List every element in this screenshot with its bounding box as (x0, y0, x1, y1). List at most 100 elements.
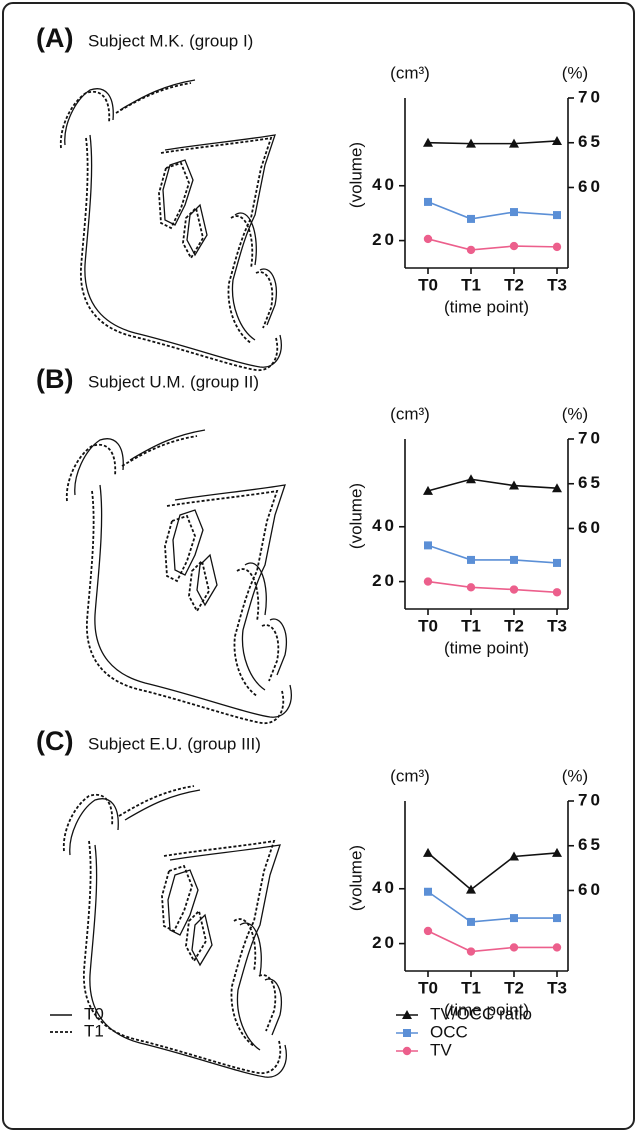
marker (467, 555, 475, 564)
x-tick-label: T1 (461, 616, 481, 635)
series-line (427, 478, 558, 492)
marker (466, 583, 476, 592)
marker (552, 943, 562, 952)
y-tick-label: 20 (372, 933, 397, 952)
series-line (427, 580, 558, 594)
marker (552, 847, 562, 857)
x-tick-label: T0 (418, 978, 438, 997)
panel-label: (C) (36, 726, 73, 756)
y-label: (volume) (346, 142, 365, 208)
x-tick-label: T1 (461, 978, 481, 997)
x-tick-label: T2 (504, 616, 524, 635)
y2-tick-label: 65 (578, 473, 603, 492)
series-line (427, 238, 558, 251)
y-unit: (cm³) (390, 63, 430, 82)
marker (467, 214, 475, 223)
series-line (427, 544, 558, 564)
marker (509, 480, 519, 490)
panel-title: Subject U.M. (group II) (88, 372, 259, 391)
marker (423, 847, 433, 857)
marker (424, 541, 432, 550)
series-line (427, 930, 557, 953)
marker (466, 138, 476, 148)
x-label: (time point) (444, 638, 529, 657)
marker (552, 483, 562, 493)
y2-tick-label: 65 (578, 132, 603, 151)
y2-unit: (%) (562, 766, 588, 785)
marker (466, 245, 476, 255)
y-label: (volume) (346, 845, 365, 911)
y-tick-label: 40 (372, 516, 397, 535)
panel-label: (B) (36, 364, 73, 394)
marker (552, 588, 562, 597)
y2-tick-label: 70 (578, 87, 603, 106)
panel-title: Subject E.U. (group III) (88, 734, 261, 753)
x-tick-label: T0 (418, 616, 438, 635)
y2-tick-label: 60 (578, 177, 603, 196)
panel-title: Subject M.K. (group I) (88, 31, 253, 50)
series-line (427, 201, 558, 220)
marker (466, 884, 476, 894)
y2-tick-label: 70 (578, 790, 603, 809)
legend-marker (403, 1029, 411, 1037)
y-label: (volume) (346, 483, 365, 549)
series-line (427, 852, 558, 891)
x-tick-label: T3 (547, 616, 567, 635)
x-label: (time point) (444, 1000, 529, 1019)
marker (423, 926, 433, 936)
y-tick-label: 20 (372, 571, 397, 590)
tracing (59, 79, 282, 372)
y2-tick-label: 60 (578, 518, 603, 537)
x-tick-label: T1 (461, 275, 481, 294)
legend-marker (402, 1010, 412, 1019)
marker (509, 138, 519, 148)
marker (423, 577, 433, 586)
legend-label: T0 (84, 1004, 104, 1023)
marker (510, 208, 518, 217)
y2-unit: (%) (562, 404, 588, 423)
y2-tick-label: 65 (578, 835, 603, 854)
marker (424, 197, 432, 206)
x-tick-label: T3 (547, 275, 567, 294)
marker (552, 242, 562, 252)
y-unit: (cm³) (390, 766, 430, 785)
marker (552, 135, 562, 145)
marker (424, 887, 432, 896)
marker (466, 947, 476, 956)
marker (510, 555, 518, 564)
marker (423, 137, 433, 147)
marker (509, 851, 519, 861)
legend-marker (402, 1046, 412, 1056)
x-tick-label: T2 (504, 978, 524, 997)
tracing (65, 429, 292, 725)
marker (510, 914, 518, 923)
y-tick-label: 40 (372, 175, 397, 194)
series-line (427, 891, 557, 923)
marker (467, 917, 475, 926)
y2-unit: (%) (562, 63, 588, 82)
panel-label: (A) (36, 23, 73, 53)
x-tick-label: T2 (504, 275, 524, 294)
y2-tick-label: 60 (578, 880, 603, 899)
y-tick-label: 20 (372, 230, 397, 249)
y2-tick-label: 70 (578, 428, 603, 447)
x-label: (time point) (444, 297, 529, 316)
legend-label: OCC (430, 1022, 468, 1041)
marker (423, 234, 433, 244)
marker (553, 211, 561, 220)
marker (553, 914, 561, 923)
y-tick-label: 40 (372, 878, 397, 897)
x-tick-label: T0 (418, 275, 438, 294)
marker (423, 485, 433, 495)
marker (509, 585, 519, 594)
legend-label: TV (430, 1040, 452, 1059)
x-tick-label: T3 (547, 978, 567, 997)
legend-label: T1 (84, 1021, 104, 1040)
marker (509, 241, 519, 251)
marker (466, 474, 476, 484)
y-unit: (cm³) (390, 404, 430, 423)
marker (553, 558, 561, 567)
legend-label: TV/OCC ratio (430, 1004, 532, 1023)
